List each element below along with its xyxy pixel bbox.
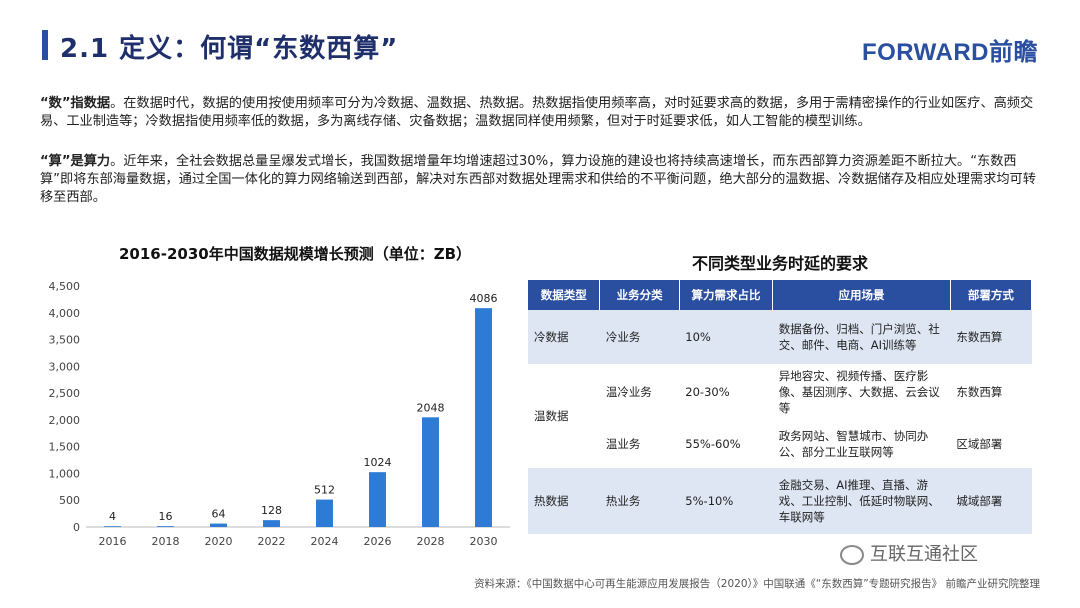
bar [104, 526, 121, 527]
source-footer: 资料来源：《中国数据中心可再生能源应用发展报告（2020）》中国联通《“东数西算… [474, 578, 1040, 590]
data-label: 128 [261, 504, 282, 517]
x-tick-label: 2020 [205, 535, 233, 548]
cell-ratio: 10% [679, 310, 773, 364]
x-tick-label: 2016 [99, 535, 127, 548]
paragraph-data: “数”指数据。在数据时代，数据的使用按使用频率可分为冷数据、温数据、热数据。热数… [40, 95, 1042, 131]
cell-ratio: 5%-10% [679, 468, 773, 534]
cell-ratio: 20-30% [685, 385, 730, 399]
paragraph-compute: “算”是算力。近年来，全社会数据总量呈爆发式增长，我国数据增量年均增速超过30%… [40, 153, 1042, 207]
data-label: 1024 [364, 456, 392, 469]
data-label: 16 [159, 510, 173, 523]
bar [210, 523, 227, 527]
cell-scene: 数据备份、归档、门户浏览、社交、邮件、电商、AI训练等 [772, 310, 951, 364]
y-tick-label: 3,500 [49, 334, 81, 347]
header-ratio: 算力需求占比 [679, 280, 774, 310]
chart-title: 2016-2030年中国数据规模增长预测（单位：ZB） [118, 245, 472, 263]
paragraph-text: 。在数据时代，数据的使用按使用频率可分为冷数据、温数据、热数据。热数据指使用频率… [40, 96, 1034, 129]
bar [316, 499, 333, 527]
y-tick-label: 2,000 [49, 414, 81, 427]
header-service: 业务分类 [599, 280, 680, 310]
header-data-type: 数据类型 [528, 280, 601, 310]
wechat-label: 互联互通社区 [870, 544, 978, 565]
table-title: 不同类型业务时延的要求 [691, 254, 868, 273]
bar [263, 520, 280, 527]
cell-deploy: 东数西算 [950, 310, 1032, 364]
x-tick-label: 2024 [311, 535, 339, 548]
data-label: 64 [212, 508, 226, 521]
y-tick-label: 3,000 [49, 360, 81, 373]
cell-service: 温冷业务 [605, 385, 652, 399]
title-accent-bar [42, 30, 48, 60]
data-label: 512 [314, 484, 335, 497]
cell-scene: 异地容灾、视频传播、医疗影像、基因测序、大数据、云会议等 [778, 369, 940, 415]
bar [422, 417, 439, 527]
data-label: 4086 [470, 292, 498, 305]
cell-deploy: 区域部署 [956, 437, 1003, 451]
cell-scene: 政务网站、智慧城市、协同办公、部分工业互联网等 [778, 429, 929, 459]
wechat-icon [840, 545, 864, 565]
cell-service: 温业务 [605, 437, 641, 451]
header-scene: 应用场景 [772, 280, 951, 310]
paragraph-lead: “数”指数据 [40, 96, 111, 111]
cell-type: 冷数据 [528, 310, 600, 364]
table-header-row: 数据类型 业务分类 算力需求占比 应用场景 部署方式 [528, 280, 1033, 310]
page-title: 2.1 定义：何谓“东数西算” [60, 34, 399, 64]
x-tick-label: 2022 [258, 535, 286, 548]
wechat-watermark: 互联互通社区 [840, 540, 978, 566]
cell-service: 冷业务 [599, 310, 680, 364]
paragraph-text: 。近年来，全社会数据总量呈爆发式增长，我国数据增量年均增速超过30%，算力设施的… [40, 154, 1036, 205]
cell-scene: 金融交易、AI推理、直播、游戏、工业控制、低延时物联网、车联网等 [772, 468, 951, 534]
x-tick-label: 2030 [470, 535, 498, 548]
y-tick-label: 4,500 [49, 280, 81, 293]
latency-table: 数据类型 业务分类 算力需求占比 应用场景 部署方式 冷数据 冷业务 10% 数… [528, 280, 1033, 534]
y-tick-label: 0 [73, 521, 80, 534]
cell-type: 热数据 [528, 468, 600, 534]
table-row: 温数据 温冷业务 20-30% 异地容灾、视频传播、医疗影像、基因测序、大数据、… [528, 364, 1032, 423]
y-tick-label: 500 [59, 494, 80, 507]
bar-chart: 0 500 1,000 1,500 2,000 2,500 3,000 3,500 4,000 4… [49, 280, 510, 548]
cell-service: 热业务 [599, 468, 680, 534]
y-tick-label: 1,000 [49, 467, 81, 480]
data-label: 2048 [417, 401, 445, 414]
cell-deploy: 东数西算 [956, 385, 1003, 399]
x-tick-label: 2026 [364, 535, 392, 548]
paragraph-lead: “算”是算力 [40, 154, 111, 169]
cell-type: 温数据 [534, 409, 569, 423]
y-tick-label: 1,500 [49, 441, 81, 454]
y-tick-label: 2,500 [49, 387, 81, 400]
table-row: 冷数据 冷业务 10% 数据备份、归档、门户浏览、社交、邮件、电商、AI训练等 … [528, 310, 1032, 364]
y-tick-label: 4,000 [49, 307, 81, 320]
data-label: 4 [109, 510, 116, 523]
table-row: 温业务 55%-60% 政务网站、智慧城市、协同办公、部分工业互联网等 区域部署 [528, 420, 1032, 468]
brand-logo: FORWARD前瞻 [861, 39, 1038, 66]
cell-deploy: 城域部署 [950, 468, 1032, 534]
bar [369, 472, 386, 527]
cell-ratio: 55%-60% [685, 437, 741, 451]
table-row: 热数据 热业务 5%-10% 金融交易、AI推理、直播、游戏、工业控制、低延时物… [528, 468, 1032, 534]
bar [475, 308, 492, 527]
x-tick-label: 2028 [417, 535, 445, 548]
header-deploy: 部署方式 [950, 280, 1033, 310]
bar [157, 526, 174, 527]
x-tick-label: 2018 [152, 535, 180, 548]
